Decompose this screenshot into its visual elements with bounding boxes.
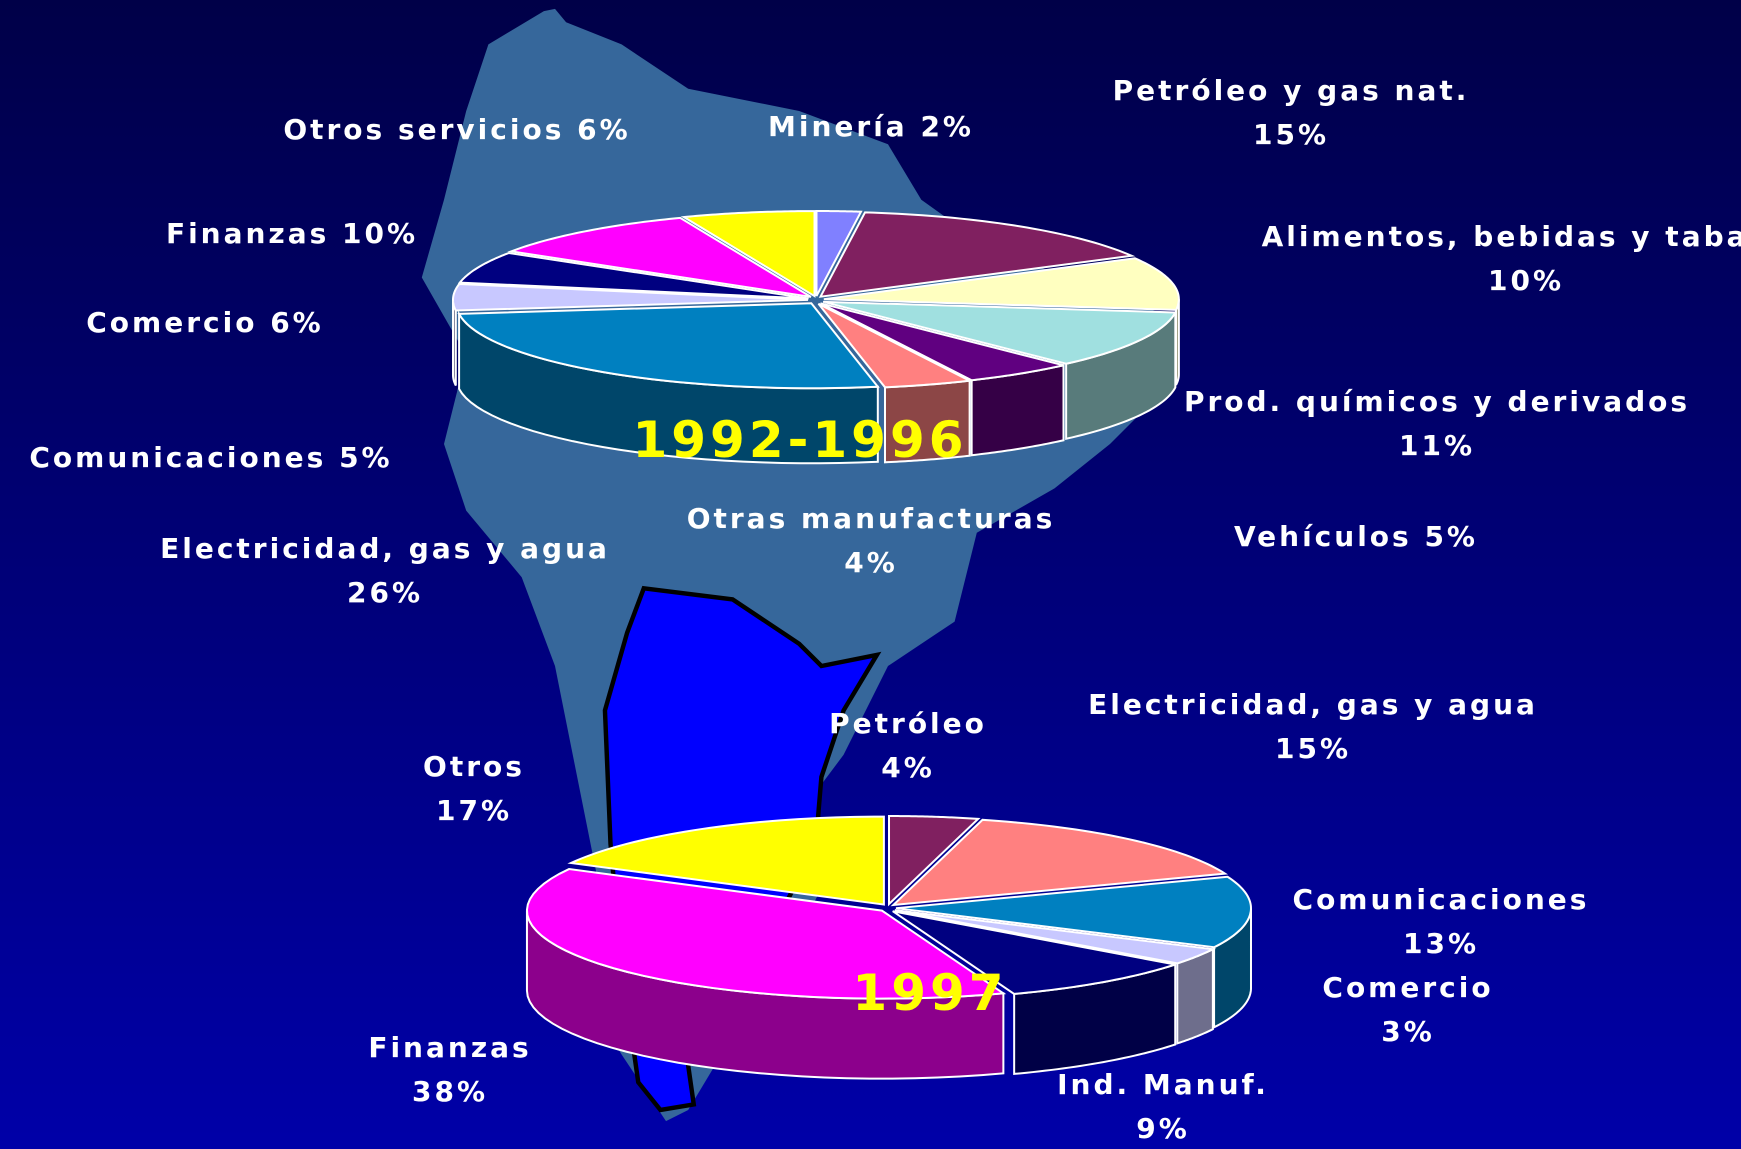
pie-slice [457, 302, 880, 390]
label-category: Comercio [86, 306, 270, 339]
label-category: Finanzas [166, 217, 342, 250]
pie-slice [452, 282, 809, 312]
label-category: Comunicaciones [1293, 883, 1590, 916]
slice-label: Comercio 3% [1322, 971, 1493, 1048]
label-category: Petróleo [829, 707, 987, 740]
pie-slice [817, 302, 974, 389]
pie-slice [890, 818, 1228, 907]
pie-slice [822, 300, 1178, 365]
label-value: 2% [920, 110, 974, 143]
pie-tops [452, 210, 1180, 390]
pie-side [1176, 947, 1214, 1045]
label-value: 15% [1253, 118, 1329, 151]
slice-label: Minería 2% [768, 110, 974, 143]
slice-label: Otros 17% [423, 750, 525, 827]
slice-label: Comercio 6% [86, 306, 324, 339]
label-category: Finanzas [368, 1031, 531, 1064]
slice-label: Comunicaciones 13% [1293, 883, 1590, 960]
chart-title: 1992-1996 [632, 411, 967, 469]
slice-label: Otras manufacturas 4% [687, 502, 1056, 579]
pie-sides [452, 299, 1180, 465]
slice-label: Prod. químicos y derivados 11% [1184, 385, 1690, 462]
slice-label: Otros servicios 6% [283, 113, 630, 146]
slice-label: Alimentos, bebidas y tabaco 10% [1262, 220, 1741, 297]
label-value: 26% [347, 576, 423, 609]
pie-slice [457, 251, 809, 300]
pie-slice [895, 875, 1252, 949]
label-category: Petróleo y gas nat. [1113, 74, 1470, 107]
pie-tops [525, 815, 1252, 1000]
label-value: 5% [339, 441, 393, 474]
label-value: 6% [577, 113, 631, 146]
label-category: Minería [768, 110, 920, 143]
label-value: 4% [881, 751, 935, 784]
pie-slice [820, 302, 1064, 382]
label-category: Otras manufacturas [687, 502, 1056, 535]
label-category: Comercio [1322, 971, 1493, 1004]
label-value: 9% [1136, 1112, 1190, 1145]
slice-label: Ind. Manuf. 9% [1057, 1068, 1269, 1145]
label-value: 10% [1488, 264, 1564, 297]
slice-label: Petróleo y gas nat. 15% [1113, 74, 1470, 151]
label-value: 3% [1381, 1015, 1435, 1048]
label-value: 11% [1399, 429, 1475, 462]
label-value: 4% [844, 546, 898, 579]
pie-slice [823, 257, 1180, 311]
label-value: 17% [436, 794, 512, 827]
label-category: Electricidad, gas y agua [1088, 688, 1538, 721]
label-category: Vehículos [1234, 520, 1424, 553]
slice-label: Petróleo 4% [829, 707, 987, 784]
pie-slice [525, 868, 1007, 1000]
label-value: 6% [270, 306, 324, 339]
pie-slice [888, 815, 981, 907]
chart-title: 1997 [852, 964, 1007, 1022]
slice-label: Finanzas 10% [166, 217, 418, 250]
label-category: Comunicaciones [29, 441, 339, 474]
pie-slice [567, 815, 885, 906]
label-category: Otros servicios [283, 113, 577, 146]
pie-side [452, 299, 457, 386]
label-category: Alimentos, bebidas y tabaco [1262, 220, 1741, 253]
label-category: Otros [423, 750, 525, 783]
pie-slice [507, 216, 812, 298]
label-category: Electricidad, gas y agua [160, 532, 610, 565]
label-value: 5% [1424, 520, 1478, 553]
pie-slice [892, 910, 1176, 995]
slice-label: Electricidad, gas y agua 26% [160, 532, 610, 609]
label-value: 13% [1403, 927, 1479, 960]
pie-slice [894, 909, 1217, 965]
label-value: 15% [1275, 732, 1351, 765]
label-category: Prod. químicos y derivados [1184, 385, 1690, 418]
slice-label: Comunicaciones 5% [29, 441, 392, 474]
slice-label: Finanzas 38% [368, 1031, 531, 1108]
slice-label: Electricidad, gas y agua 15% [1088, 688, 1538, 765]
pie-slice [815, 210, 863, 297]
pie-slice [818, 211, 1136, 298]
slice-label: Vehículos 5% [1234, 520, 1478, 553]
label-category: Ind. Manuf. [1057, 1068, 1269, 1101]
label-value: 38% [412, 1075, 488, 1108]
label-value: 10% [342, 217, 418, 250]
pie-slice [680, 210, 816, 298]
